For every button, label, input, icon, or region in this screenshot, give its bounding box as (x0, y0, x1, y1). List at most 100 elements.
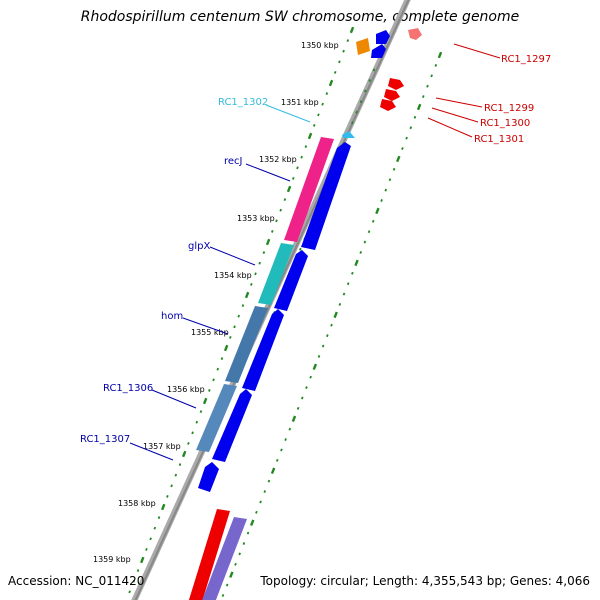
gene-label-RC1_1300[interactable]: RC1_1300 (480, 118, 530, 129)
minor-tick (372, 68, 376, 72)
minor-tick (225, 583, 229, 587)
cds-reverse-RC1_1300[interactable] (384, 89, 400, 101)
minor-tick (333, 70, 337, 74)
minor-tick (299, 247, 302, 251)
cds-forward-RC1_1306[interactable] (212, 389, 252, 462)
minor-tick (238, 552, 241, 556)
gene-label-recJ[interactable]: recJ (224, 156, 243, 167)
kbp-tick-label: 1350 kbp (301, 41, 339, 50)
minor-tick (233, 325, 236, 329)
minor-tick (229, 335, 232, 339)
minor-tick (178, 463, 182, 467)
minor-tick (355, 110, 358, 114)
cds-reverse-RC1_1301[interactable] (380, 99, 396, 111)
feature-orange[interactable] (356, 38, 370, 55)
map-title: Rhodospirillum centenum SW chromosome, c… (80, 9, 520, 25)
minor-tick (384, 188, 388, 192)
minor-tick (234, 562, 237, 566)
minor-tick (258, 261, 261, 265)
kbp-tick-label: 1358 kbp (118, 499, 156, 508)
feature-RC1_1306[interactable] (196, 384, 237, 452)
major-tick (307, 132, 313, 140)
tick-track-outer (128, 26, 355, 594)
minor-tick (359, 251, 362, 254)
leader-line (129, 442, 174, 461)
minor-tick (254, 272, 257, 276)
minor-tick (187, 441, 190, 445)
feature-purple-lower[interactable] (201, 517, 247, 600)
feature-glpX[interactable] (258, 243, 294, 305)
minor-tick (351, 121, 354, 125)
cds-forward-2[interactable] (371, 44, 386, 58)
minor-tick (409, 126, 413, 130)
minor-tick (291, 176, 295, 180)
major-tick (375, 207, 380, 215)
minor-tick (284, 438, 287, 442)
major-tick (265, 238, 271, 246)
minor-tick (301, 396, 304, 400)
kbp-tick-label: 1351 kbp (281, 98, 319, 107)
gene-label-RC1_1302[interactable]: RC1_1302 (218, 97, 268, 108)
major-tick (328, 79, 334, 87)
minor-tick (241, 304, 245, 308)
minor-tick (309, 375, 312, 379)
minor-tick (413, 115, 417, 119)
cds-reverse-RC1_1299[interactable] (388, 78, 404, 90)
minor-tick (342, 292, 346, 296)
major-tick (223, 344, 229, 352)
major-tick (161, 503, 166, 511)
gene-label-RC1_1297[interactable]: RC1_1297 (501, 54, 551, 65)
cds-forward-RC1_1302[interactable] (342, 131, 355, 138)
major-tick (244, 291, 250, 299)
minor-tick (271, 229, 274, 233)
cds-forward-hom[interactable] (242, 309, 284, 391)
cds-reverse-RC1_1297[interactable] (408, 28, 422, 40)
leader-line (431, 107, 479, 123)
minor-tick (255, 510, 258, 514)
minor-tick (371, 219, 375, 223)
major-tick (202, 397, 208, 405)
major-tick (416, 103, 422, 111)
minor-tick (405, 136, 408, 140)
minor-tick (342, 49, 345, 53)
feature-recJ[interactable] (284, 137, 334, 242)
kbp-tick-label: 1355 kbp (191, 328, 229, 337)
minor-tick (338, 302, 342, 306)
topology-label: Topology: circular; Length: 4,355,543 bp… (260, 574, 590, 588)
minor-tick (296, 406, 300, 410)
minor-tick (242, 542, 246, 545)
minor-tick (166, 494, 169, 498)
major-tick (249, 519, 255, 526)
gene-label-glpX[interactable]: glpX (188, 241, 210, 252)
minor-tick (263, 490, 267, 493)
feature-hom[interactable] (225, 306, 268, 383)
gene-label-RC1_1307[interactable]: RC1_1307 (80, 434, 130, 445)
minor-tick (288, 427, 292, 431)
minor-tick (363, 240, 367, 244)
cds-forward-glpX[interactable] (274, 250, 308, 311)
major-tick (437, 51, 443, 59)
minor-tick (321, 102, 324, 106)
minor-tick (216, 367, 220, 371)
minor-tick (346, 282, 350, 286)
minor-tick (317, 354, 321, 358)
major-tick (140, 556, 145, 564)
gene-label-RC1_1299[interactable]: RC1_1299 (484, 103, 534, 114)
major-tick (291, 415, 297, 423)
gene-label-hom[interactable]: hom (161, 311, 183, 322)
minor-tick (237, 314, 241, 318)
leader-line (453, 43, 501, 59)
major-tick (312, 363, 318, 371)
tick-track-right (221, 51, 443, 597)
minor-tick (392, 167, 396, 171)
minor-tick (136, 569, 140, 573)
gene-label-RC1_1306[interactable]: RC1_1306 (103, 383, 153, 394)
gene-label-RC1_1301[interactable]: RC1_1301 (474, 134, 524, 145)
cds-forward-1[interactable] (376, 30, 390, 44)
minor-tick (199, 410, 203, 414)
feature-red-lower[interactable] (188, 509, 230, 600)
cds-forward-RC1_1307[interactable] (198, 462, 219, 492)
cds-forward-recJ[interactable] (301, 142, 351, 250)
minor-tick (275, 219, 278, 223)
